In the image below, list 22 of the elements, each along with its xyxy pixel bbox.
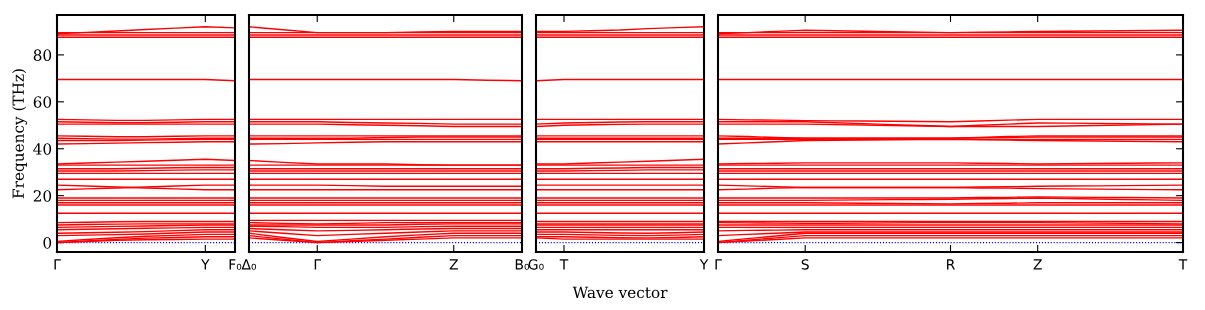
- y-tick-label: 40: [33, 143, 52, 155]
- x-tick-label: S: [801, 259, 809, 270]
- x-tick-label: Z: [449, 259, 458, 270]
- y-tick-label: 0: [43, 237, 52, 249]
- y-axis-title: Frequency (THz): [12, 69, 28, 199]
- x-axis-title: Wave vector: [572, 286, 668, 299]
- x-tick-label: G₀: [528, 259, 544, 270]
- x-tick-label: Z: [1033, 259, 1042, 270]
- x-tick-label: Δ₀: [241, 259, 257, 270]
- x-tick-label: T: [1178, 259, 1188, 270]
- y-tick-label: 20: [33, 190, 52, 202]
- x-tick-label: Γ: [314, 259, 322, 270]
- x-tick-label: Y: [699, 259, 709, 270]
- y-tick-label: 80: [33, 49, 52, 61]
- x-tick-label: Γ: [54, 259, 61, 270]
- x-tick-label: T: [559, 259, 569, 270]
- x-tick-label: Γ: [715, 259, 722, 270]
- y-tick-label: 60: [33, 96, 52, 108]
- x-tick-label: R: [947, 259, 955, 270]
- x-tick-label: Y: [201, 259, 210, 270]
- x-tick-label: F₀: [229, 259, 242, 270]
- x-tick-label: B₀: [515, 259, 530, 270]
